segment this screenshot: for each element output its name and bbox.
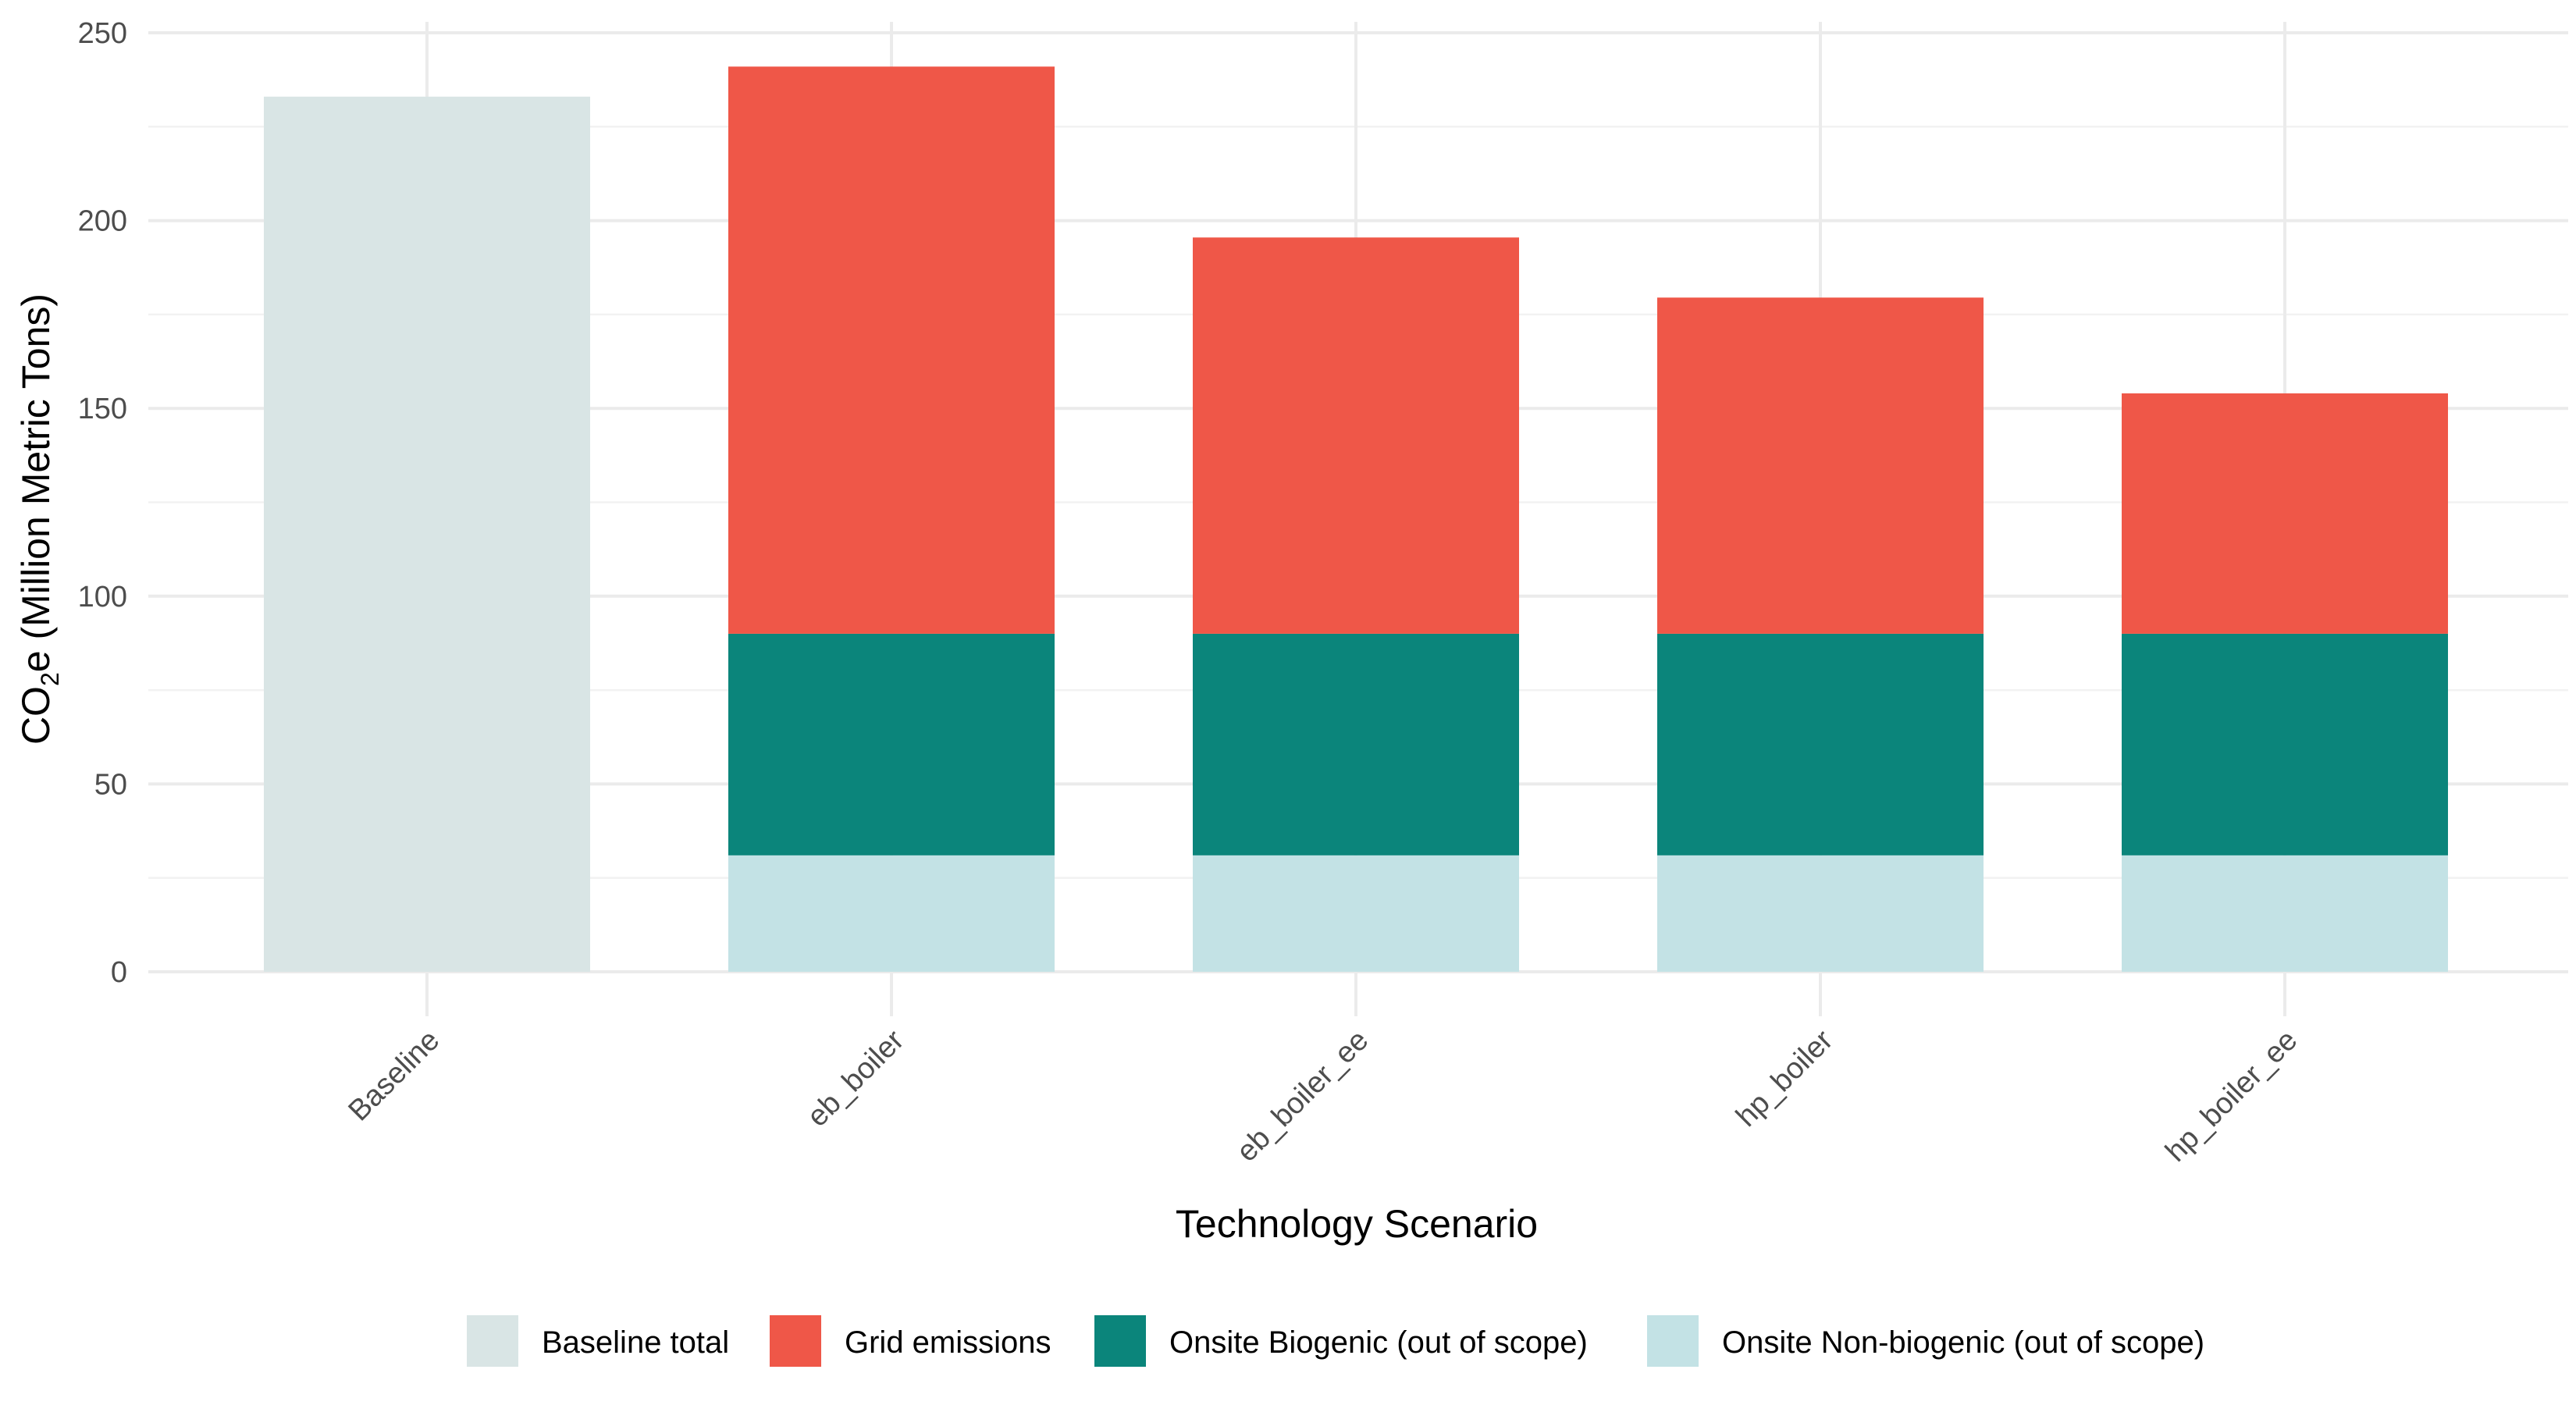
y-axis-title-subscript: 2 [36,672,64,686]
bar-hp-boiler-ee-onsite-biogenic-out-of-scope [2122,633,2448,855]
y-axis-title-suffix: e (Million Metric Tons) [14,293,58,672]
y-tick-label: 200 [78,205,127,238]
y-tick-labels: 0 50 100 150 200 250 [78,17,127,989]
x-tick-label: hp_boiler [1730,1023,1839,1133]
legend-label: Baseline total [542,1325,729,1360]
y-axis-title: CO2e (Million Metric Tons) [14,293,64,745]
legend-swatch [1647,1315,1699,1367]
x-axis-title: Technology Scenario [1176,1202,1538,1246]
legend-label: Onsite Biogenic (out of scope) [1169,1325,1588,1360]
x-tick-label: Baseline [343,1024,447,1128]
y-tick-label: 100 [78,581,127,614]
legend-swatch [1094,1315,1146,1367]
bar-hp-boiler-ee-grid-emissions [2122,393,2448,634]
bar-eb-boiler-onsite-non-biogenic-out-of-scope [728,855,1055,972]
x-tick-label: eb_boiler [801,1023,910,1133]
bar-hp-boiler-grid-emissions [1657,297,1984,634]
bars-layer [264,66,2448,973]
bar-hp-boiler-onsite-biogenic-out-of-scope [1657,633,1984,855]
bar-hp-boiler-ee-onsite-non-biogenic-out-of-scope [2122,855,2448,972]
legend-label: Onsite Non-biogenic (out of scope) [1722,1325,2204,1360]
bar-hp-boiler-onsite-non-biogenic-out-of-scope [1657,855,1984,972]
x-tick-labels: Baseline eb_boiler eb_boiler_ee hp_boiler hp… [343,1023,2304,1168]
bar-eb-boiler-ee-grid-emissions [1193,237,1519,634]
y-tick-label: 0 [111,956,127,989]
legend-swatch [770,1315,821,1367]
y-tick-label: 250 [78,17,127,50]
x-tick-label: hp_boiler_ee [2159,1024,2304,1168]
y-tick-label: 50 [94,768,127,801]
bar-Baseline-baseline-total [264,96,590,973]
legend: Baseline total Grid emissions Onsite Bioge… [467,1315,2204,1367]
legend-label: Grid emissions [845,1325,1051,1360]
bar-eb-boiler-ee-onsite-non-biogenic-out-of-scope [1193,855,1519,972]
legend-swatch [467,1315,518,1367]
x-tick-label: eb_boiler_ee [1230,1024,1375,1168]
y-axis-title-prefix: CO [14,686,58,745]
y-tick-label: 150 [78,393,127,425]
bar-eb-boiler-grid-emissions [728,66,1055,634]
bar-eb-boiler-onsite-biogenic-out-of-scope [728,633,1055,855]
bar-eb-boiler-ee-onsite-biogenic-out-of-scope [1193,633,1519,855]
